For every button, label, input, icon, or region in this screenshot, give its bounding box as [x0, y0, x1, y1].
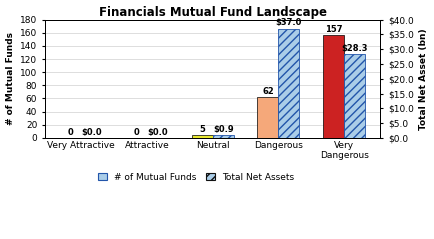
- Text: 0: 0: [134, 128, 139, 137]
- Text: 0: 0: [68, 128, 74, 137]
- Bar: [344, 54, 365, 138]
- Bar: [323, 35, 344, 138]
- Bar: [192, 135, 213, 138]
- Legend: # of Mutual Funds, Total Net Assets: # of Mutual Funds, Total Net Assets: [94, 169, 298, 185]
- Title: Financials Mutual Fund Landscape: Financials Mutual Fund Landscape: [99, 5, 327, 19]
- Y-axis label: # of Mutual Funds: # of Mutual Funds: [6, 32, 15, 125]
- Text: $37.0: $37.0: [276, 18, 302, 27]
- Y-axis label: Total Net Asset (bn): Total Net Asset (bn): [419, 28, 428, 130]
- Text: $0.0: $0.0: [147, 128, 168, 137]
- Bar: [278, 29, 299, 138]
- Text: $0.9: $0.9: [213, 125, 233, 134]
- Text: $28.3: $28.3: [342, 44, 368, 53]
- Text: 157: 157: [325, 25, 342, 34]
- Bar: [257, 97, 278, 138]
- Text: 5: 5: [199, 125, 205, 134]
- Text: $0.0: $0.0: [82, 128, 102, 137]
- Bar: [213, 135, 234, 138]
- Text: 62: 62: [262, 87, 274, 96]
